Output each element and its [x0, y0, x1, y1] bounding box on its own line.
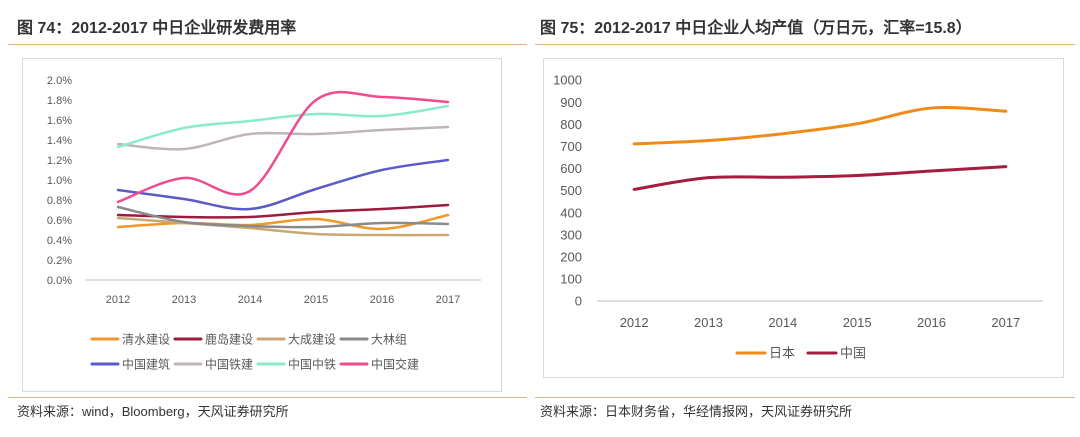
series-line-5 [116, 158, 450, 211]
series-line-8 [116, 90, 450, 204]
y-tick-label: 0 [575, 294, 582, 309]
figure-75-panel: 图 75：2012-2017 中日企业人均产值（万日元，汇率=15.8） 0 10… [535, 0, 1080, 437]
legend-item: 鹿岛建设 [173, 331, 253, 346]
y-tick-label: 300 [560, 227, 582, 242]
y-tick-label: 0.4% [47, 235, 72, 247]
series-line-2 [116, 203, 450, 219]
series-line-6 [116, 125, 450, 151]
legend-label: 鹿岛建设 [205, 331, 253, 346]
y-tick-label: 500 [560, 183, 582, 198]
title-rule [535, 44, 1075, 45]
y-tick-label: 1.0% [47, 175, 72, 187]
x-tick-label: 2015 [843, 315, 872, 330]
legend-label: 中国 [840, 346, 866, 361]
legend-label: 中国建筑 [122, 356, 170, 371]
y-tick-label: 1.6% [47, 115, 72, 127]
y-tick-label: 800 [560, 117, 582, 132]
y-tick-label: 100 [560, 272, 582, 287]
x-tick-label: 2014 [238, 294, 262, 306]
x-tick-label: 2013 [694, 315, 723, 330]
legend-item: 中国 [806, 346, 866, 361]
series-line-3 [116, 216, 450, 237]
series-line-1 [632, 106, 1008, 146]
x-tick-label: 2016 [917, 315, 946, 330]
legend-label: 中国中铁 [288, 356, 336, 371]
y-tick-label: 900 [560, 95, 582, 110]
x-tick-label: 2015 [304, 294, 328, 306]
x-tick-label: 2017 [436, 294, 460, 306]
y-tick-label: 1000 [553, 73, 582, 88]
x-tick-label: 2014 [768, 315, 797, 330]
legend-label: 清水建设 [122, 332, 170, 346]
y-tick-label: 1.4% [47, 135, 72, 147]
legend-label: 中国交建 [371, 356, 419, 371]
legend-item: 中国中铁 [256, 356, 336, 371]
figure-74-panel: 图 74：2012-2017 中日企业研发费用率 0.0% 0.2% 0.4% 0.6… [0, 0, 530, 437]
legend-item: 清水建设 [90, 332, 170, 346]
y-tick-label: 1.8% [47, 95, 72, 107]
legend-item: 大成建设 [256, 332, 336, 346]
figure-source: 资料来源：wind，Bloomberg，天风证券研究所 [17, 404, 289, 419]
legend-label: 中国铁建 [205, 356, 253, 371]
y-tick-label: 0.6% [47, 215, 72, 227]
legend-label: 大林组 [371, 332, 407, 346]
y-tick-label: 600 [560, 161, 582, 176]
title-rule [8, 44, 527, 45]
y-tick-label: 2.0% [47, 75, 72, 87]
legend-item: 中国建筑 [90, 356, 170, 371]
figure-source: 资料来源：日本财务省，华经情报网，天风证券研究所 [540, 404, 853, 419]
x-tick-label: 2016 [370, 294, 394, 306]
x-tick-label: 2013 [172, 294, 196, 306]
series-line-7 [116, 104, 450, 149]
series-line-4 [116, 205, 450, 229]
figure-title: 图 75：2012-2017 中日企业人均产值（万日元，汇率=15.8） [540, 20, 972, 37]
legend-item: 大林组 [339, 332, 407, 346]
x-tick-label: 2012 [620, 315, 649, 330]
y-tick-label: 0.0% [47, 275, 72, 287]
x-tick-label: 2012 [106, 294, 130, 306]
legend-item: 中国铁建 [173, 356, 253, 371]
y-tick-label: 0.2% [47, 255, 72, 267]
source-rule [8, 397, 527, 398]
x-tick-label: 2017 [991, 315, 1020, 330]
y-tick-label: 400 [560, 205, 582, 220]
figure-title: 图 74：2012-2017 中日企业研发费用率 [17, 20, 297, 37]
output-per-capita-chart: 0 100 200 300 400 500 600 700 800 900 1000 2012 2013… [543, 58, 1064, 378]
legend-item: 日本 [735, 346, 795, 361]
y-tick-label: 200 [560, 249, 582, 264]
series-line-2 [632, 165, 1008, 191]
source-rule [535, 397, 1075, 398]
legend-label: 大成建设 [288, 332, 336, 346]
legend-label: 日本 [769, 346, 795, 361]
y-tick-label: 1.2% [47, 155, 72, 167]
y-tick-label: 700 [560, 139, 582, 154]
rd-expense-ratio-chart: 0.0% 0.2% 0.4% 0.6% 0.8% 1.0% 1.2% 1.4% 1.6% 1.8%… [22, 58, 502, 392]
legend-item: 中国交建 [339, 356, 419, 371]
chart-frame [543, 58, 1064, 378]
y-tick-label: 0.8% [47, 195, 72, 207]
